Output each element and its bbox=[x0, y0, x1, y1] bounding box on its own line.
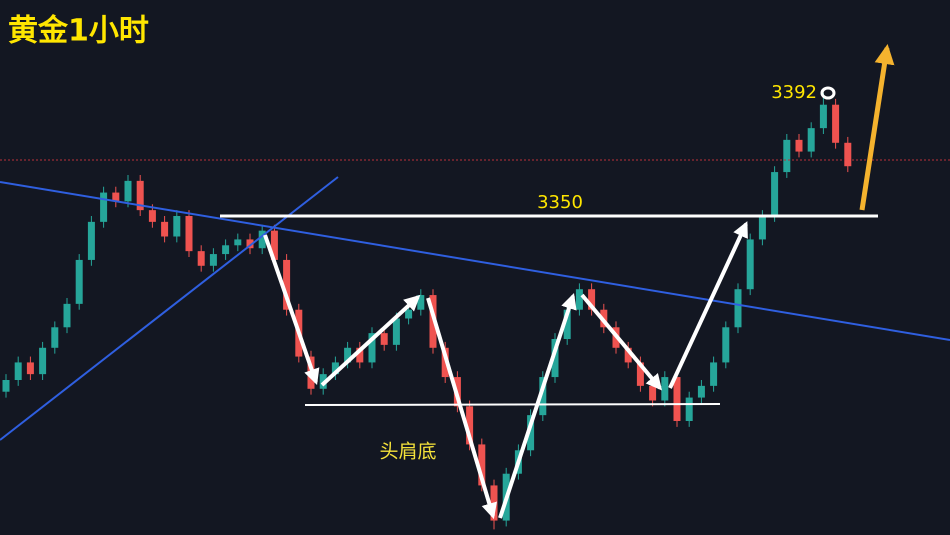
candle-body bbox=[551, 339, 559, 378]
pattern-label: 头肩底 bbox=[379, 441, 436, 463]
candle-body bbox=[734, 289, 742, 328]
candle-body bbox=[685, 397, 693, 421]
candle-body bbox=[112, 192, 120, 202]
arrow bbox=[580, 293, 663, 391]
high-marker bbox=[820, 86, 836, 100]
candle-body bbox=[185, 216, 193, 252]
candle-body bbox=[746, 239, 754, 290]
breakout-arrow bbox=[859, 44, 895, 211]
chart-title: 黄金1小时 bbox=[8, 14, 149, 49]
candle-body bbox=[39, 347, 47, 375]
candle-body bbox=[807, 128, 815, 152]
candle-body bbox=[246, 239, 254, 249]
candle-body bbox=[63, 303, 71, 328]
candle-body bbox=[392, 318, 400, 345]
candle-body bbox=[161, 221, 169, 237]
candle-body bbox=[588, 289, 596, 310]
candle-body bbox=[478, 444, 486, 486]
candle-body bbox=[539, 377, 547, 416]
candle-body bbox=[624, 347, 632, 363]
candle-body bbox=[466, 406, 474, 445]
candle-body bbox=[209, 254, 217, 266]
candles bbox=[2, 93, 852, 530]
candle-body bbox=[222, 245, 230, 255]
candle-body bbox=[722, 327, 730, 363]
candle-body bbox=[575, 289, 583, 310]
candle-body bbox=[783, 139, 791, 173]
candle-body bbox=[344, 347, 352, 363]
candle-body bbox=[26, 362, 34, 375]
candle-body bbox=[527, 415, 535, 451]
candle-body bbox=[87, 221, 95, 260]
candle-body bbox=[124, 180, 132, 202]
trend-line bbox=[0, 181, 950, 341]
candle-body bbox=[2, 380, 10, 392]
arrow bbox=[320, 294, 421, 387]
candle-body bbox=[417, 295, 425, 310]
high-label: 3392 bbox=[771, 82, 817, 103]
candle-body bbox=[563, 309, 571, 339]
neckline bbox=[304, 403, 721, 406]
arrow bbox=[498, 292, 577, 519]
candle-body bbox=[758, 216, 766, 240]
candle-body bbox=[14, 362, 22, 380]
candle-body bbox=[710, 362, 718, 386]
candle-body bbox=[356, 347, 364, 363]
trend-line bbox=[0, 176, 339, 441]
current-price-dot bbox=[845, 157, 851, 163]
candle-body bbox=[148, 210, 156, 222]
candle-body bbox=[51, 327, 59, 348]
candle-body bbox=[697, 385, 705, 398]
candle-body bbox=[673, 377, 681, 421]
arrow bbox=[668, 221, 748, 389]
candle-body bbox=[136, 180, 144, 211]
candle-body bbox=[258, 230, 266, 249]
arrow bbox=[263, 234, 320, 386]
candle-body bbox=[100, 192, 108, 222]
candle-body bbox=[636, 362, 644, 386]
candle-body bbox=[405, 309, 413, 319]
candle-body bbox=[270, 230, 278, 260]
arrow bbox=[426, 297, 498, 520]
arrows bbox=[263, 221, 748, 520]
candle-body bbox=[649, 385, 657, 401]
candle-body bbox=[771, 172, 779, 216]
candle-body bbox=[661, 377, 669, 401]
candle-body bbox=[283, 259, 291, 310]
candle-body bbox=[844, 142, 852, 167]
candle-body bbox=[795, 139, 803, 152]
candle-body bbox=[819, 104, 827, 129]
candle-body bbox=[832, 104, 840, 143]
candle-body bbox=[380, 333, 388, 345]
candle-body bbox=[234, 239, 242, 246]
candle-body bbox=[173, 216, 181, 237]
candle-body bbox=[331, 362, 339, 375]
candle-body bbox=[368, 333, 376, 363]
candle-body bbox=[75, 259, 83, 304]
candle-body bbox=[197, 251, 205, 266]
level-label: 3350 bbox=[537, 192, 583, 213]
